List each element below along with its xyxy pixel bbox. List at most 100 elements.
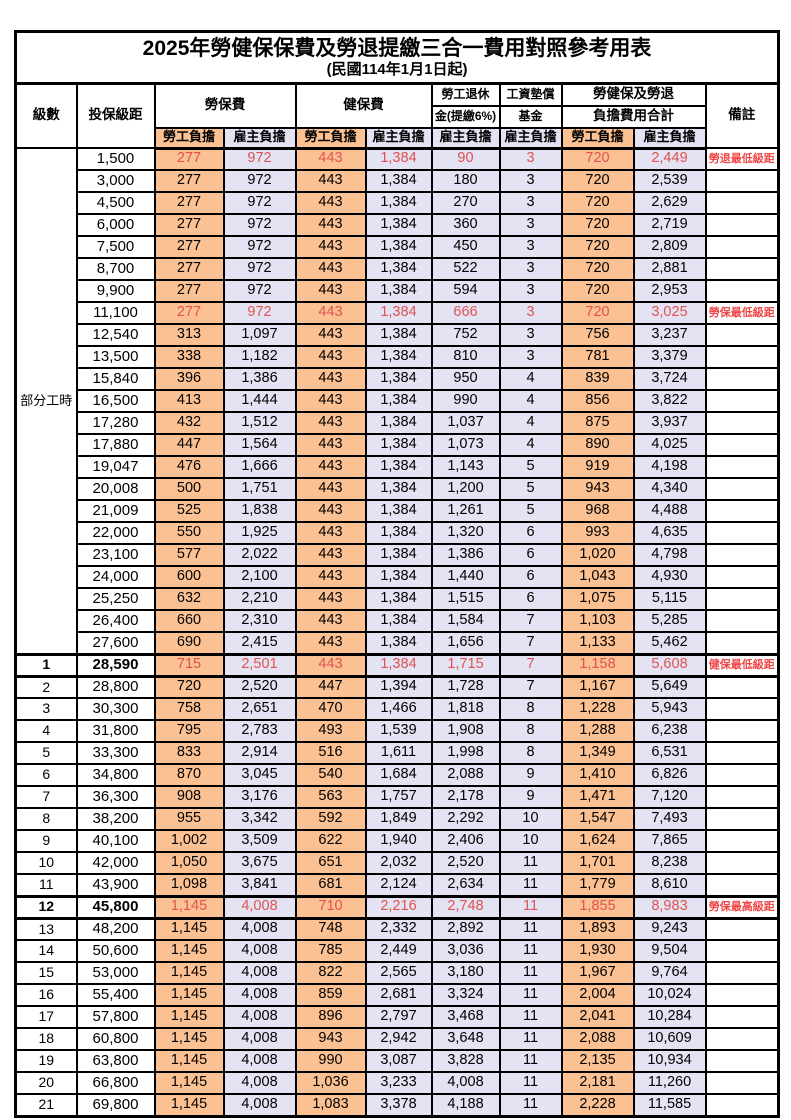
- remark-cell: [704, 411, 780, 436]
- table-row: 19,047 476 1,666 443 1,384 1,143 5 919 4,198: [16, 455, 780, 480]
- labor-employer-cell: 1,666: [222, 455, 297, 480]
- labor-employee-cell: 1,002: [153, 829, 225, 854]
- labor-employee-cell: 1,145: [153, 1049, 225, 1074]
- table-row: 17,880 447 1,564 443 1,384 1,073 4 890 4,025: [16, 433, 780, 458]
- labor-employee-cell: 1,098: [153, 873, 225, 898]
- health-employee-cell: 443: [294, 631, 367, 656]
- labor-employee-cell: 550: [153, 521, 225, 546]
- remark-cell: [704, 741, 780, 766]
- table-row: 16,500 413 1,444 443 1,384 990 4 856 3,822: [16, 389, 780, 414]
- labor-employee-cell: 1,145: [153, 1093, 225, 1118]
- bracket-cell: 8,700: [75, 257, 156, 282]
- table-row: 23,100 577 2,022 443 1,384 1,386 6 1,020 4,798: [16, 543, 780, 568]
- bracket-cell: 31,800: [75, 719, 156, 744]
- pension-employer-cell: 990: [430, 389, 501, 414]
- pension-employer-cell: 1,818: [430, 697, 501, 722]
- labor-employer-cell: 2,100: [222, 565, 297, 590]
- total-employer-cell: 2,719: [632, 213, 707, 238]
- total-employer-cell: 8,238: [632, 851, 707, 876]
- remark-cell: [704, 807, 780, 832]
- health-employee-cell: 493: [294, 719, 367, 744]
- total-employee-cell: 1,020: [560, 543, 635, 568]
- remark-cell: [704, 433, 780, 458]
- labor-employee-cell: 313: [153, 323, 225, 348]
- total-employee-cell: 2,088: [560, 1027, 635, 1052]
- remark-cell: [704, 587, 780, 612]
- level-cell: 9: [14, 829, 78, 854]
- labor-employee-cell: 715: [153, 652, 225, 678]
- total-employee-cell: 781: [560, 345, 635, 370]
- table-row: 6,000 277 972 443 1,384 360 3 720 2,719: [16, 213, 780, 238]
- wage-fund-employer-cell: 3: [498, 345, 563, 370]
- total-employee-cell: 1,228: [560, 697, 635, 722]
- health-employee-cell: 592: [294, 807, 367, 832]
- pension-employer-cell: 3,828: [430, 1049, 501, 1074]
- labor-employer-cell: 3,176: [222, 785, 297, 810]
- total-employee-cell: 1,855: [560, 894, 635, 920]
- remark-cell: [704, 345, 780, 370]
- pension-employer-cell: 594: [430, 279, 501, 304]
- labor-employer-cell: 3,841: [222, 873, 297, 898]
- wage-fund-employer-cell: 11: [498, 873, 563, 898]
- health-employee-cell: 443: [294, 652, 367, 678]
- table-row: 15,840 396 1,386 443 1,384 950 4 839 3,724: [16, 367, 780, 392]
- health-employee-cell: 622: [294, 829, 367, 854]
- labor-employer-cell: 1,751: [222, 477, 297, 502]
- health-employer-cell: 1,384: [364, 169, 433, 194]
- health-employee-cell: 540: [294, 763, 367, 788]
- labor-employee-cell: 277: [153, 235, 225, 260]
- labor-employee-cell: 1,050: [153, 851, 225, 876]
- remark-cell: [704, 1093, 780, 1118]
- remark-cell: [704, 917, 780, 942]
- health-employer-cell: 1,384: [364, 389, 433, 414]
- health-employer-cell: 2,332: [364, 917, 433, 942]
- level-cell: 10: [14, 851, 78, 876]
- wage-fund-employer-cell: 4: [498, 367, 563, 392]
- total-employee-cell: 720: [560, 169, 635, 194]
- labor-employer-cell: 2,501: [222, 652, 297, 678]
- labor-employer-cell: 3,342: [222, 807, 297, 832]
- labor-employer-cell: 4,008: [222, 894, 297, 920]
- total-employer-cell: 3,237: [632, 323, 707, 348]
- total-employee-cell: 720: [560, 301, 635, 326]
- health-employer-cell: 1,394: [364, 675, 433, 700]
- health-employer-cell: 1,940: [364, 829, 433, 854]
- health-employee-cell: 785: [294, 939, 367, 964]
- remark-cell: [704, 1071, 780, 1096]
- health-employer-cell: 1,384: [364, 235, 433, 260]
- labor-employer-cell: 1,925: [222, 521, 297, 546]
- labor-employer-cell: 1,444: [222, 389, 297, 414]
- health-employer-cell: 1,384: [364, 587, 433, 612]
- bracket-cell: 63,800: [75, 1049, 156, 1074]
- remark-cell: [704, 367, 780, 392]
- wage-fund-employer-cell: 7: [498, 652, 563, 678]
- total-employee-cell: 2,135: [560, 1049, 635, 1074]
- remark-cell: [704, 235, 780, 260]
- health-employer-cell: 1,384: [364, 279, 433, 304]
- total-employer-cell: 4,635: [632, 521, 707, 546]
- health-employer-cell: 1,384: [364, 543, 433, 568]
- labor-employer-cell: 2,651: [222, 697, 297, 722]
- level-cell: 19: [14, 1049, 78, 1074]
- total-employer-cell: 10,934: [632, 1049, 707, 1074]
- total-employee-cell: 720: [560, 213, 635, 238]
- wage-fund-employer-cell: 11: [498, 1071, 563, 1096]
- pension-employer-cell: 950: [430, 367, 501, 392]
- pension-employer-cell: 1,386: [430, 543, 501, 568]
- total-employer-cell: 10,024: [632, 983, 707, 1008]
- labor-employer-cell: 972: [222, 301, 297, 326]
- labor-employee-cell: 1,145: [153, 1071, 225, 1096]
- pension-employer-cell: 1,715: [430, 652, 501, 678]
- wage-fund-employer-cell: 3: [498, 213, 563, 238]
- bracket-cell: 4,500: [75, 191, 156, 216]
- health-employer-cell: 1,384: [364, 565, 433, 590]
- health-employee-cell: 943: [294, 1027, 367, 1052]
- total-employee-cell: 1,471: [560, 785, 635, 810]
- pension-employer-cell: 1,728: [430, 675, 501, 700]
- pension-employer-cell: 1,037: [430, 411, 501, 436]
- table-row: 8 38,200 955 3,342 592 1,849 2,292 10 1,547 7,493: [14, 807, 780, 832]
- pension-employer-cell: 1,320: [430, 521, 501, 546]
- health-employer-cell: 1,384: [364, 499, 433, 524]
- health-employer-cell: 1,757: [364, 785, 433, 810]
- total-employer-cell: 6,238: [632, 719, 707, 744]
